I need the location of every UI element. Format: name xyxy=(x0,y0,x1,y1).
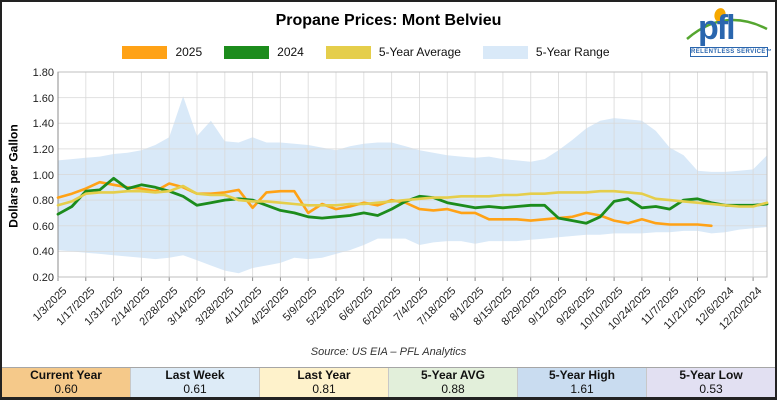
legend-label: 2024 xyxy=(277,45,304,59)
y-tick-label: 1.80 xyxy=(32,67,54,79)
stat-value: 0.53 xyxy=(699,381,723,396)
y-tick-label: 0.40 xyxy=(32,246,54,259)
stat-label: 5-Year Low xyxy=(679,367,743,382)
plot-area xyxy=(56,71,769,281)
stat-box-Current Year: Current Year 0.60 xyxy=(2,368,130,397)
legend-label: 5-Year Range xyxy=(535,45,610,59)
stat-label: Last Week xyxy=(165,367,225,382)
y-tick-label: 1.40 xyxy=(32,118,54,131)
y-tick-label: 1.60 xyxy=(32,92,54,105)
logo-swoosh xyxy=(686,18,768,40)
y-tick-label: 0.60 xyxy=(32,220,54,233)
legend-swatch xyxy=(325,45,371,59)
stat-value: 0.60 xyxy=(54,381,78,396)
y-tick-label: 1.20 xyxy=(32,143,54,156)
stat-box-Last Year: Last Year 0.81 xyxy=(259,368,388,397)
stat-label: Current Year xyxy=(30,367,102,382)
legend-item-5-Year Range: 5-Year Range xyxy=(482,45,610,59)
stat-value: 0.81 xyxy=(312,381,336,396)
y-tick-label: 1.00 xyxy=(32,169,54,182)
legend-label: 5-Year Average xyxy=(378,45,461,59)
logo-graphics xyxy=(686,8,768,40)
stat-value: 0.88 xyxy=(441,381,465,396)
page-title: Propane Prices: Mont Belvieu xyxy=(275,12,502,29)
logo-tagline: RELENTLESS SERVICE™ xyxy=(690,47,773,57)
summary-stats-bar: Current Year 0.60 Last Week 0.61 Last Year 0.… xyxy=(2,367,775,397)
y-tick-label: 0.20 xyxy=(32,272,54,284)
logo-dot xyxy=(714,8,726,22)
stat-box-5-Year High: 5-Year High 1.61 xyxy=(517,368,646,397)
source-note: Source: US EIA – PFL Analytics xyxy=(310,346,467,358)
stat-label: 5-Year AVG xyxy=(420,367,486,382)
pfl-logo: pfl RELENTLESS SERVICE™ xyxy=(684,5,773,61)
legend-item-5-Year Average: 5-Year Average xyxy=(325,45,461,59)
y-tick-label: 0.80 xyxy=(32,195,54,208)
stat-label: 5-Year High xyxy=(548,367,616,382)
logo-wordmark: pfl xyxy=(698,9,736,47)
legend-swatch xyxy=(122,45,168,59)
legend-item-2025: 2025 xyxy=(122,45,202,59)
chart-legend: 2025 2024 5-Year Average 5-Year Range xyxy=(60,43,672,61)
stat-box-5-Year AVG: 5-Year AVG 0.88 xyxy=(388,368,517,397)
stat-box-Last Week: Last Week 0.61 xyxy=(130,368,259,397)
stat-value: 1.61 xyxy=(570,381,594,396)
stat-label: Last Year xyxy=(297,367,351,382)
stat-box-5-Year Low: 5-Year Low 0.53 xyxy=(646,368,775,397)
five-year-range-band xyxy=(58,96,767,274)
series-line-5-Year Average xyxy=(56,184,769,208)
legend-label: 2025 xyxy=(175,45,203,59)
legend-item-2024: 2024 xyxy=(224,45,304,59)
legend-swatch xyxy=(482,45,528,59)
stat-value: 0.61 xyxy=(183,381,207,396)
legend-swatch xyxy=(224,45,270,59)
